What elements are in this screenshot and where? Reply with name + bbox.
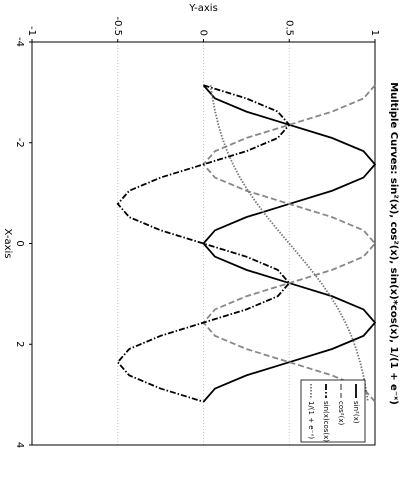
legend-label: 1/(1 + e⁻ˣ) bbox=[307, 401, 315, 439]
y-tick-label: 0.5 bbox=[283, 20, 294, 36]
legend-label: sin²(x) bbox=[352, 401, 360, 424]
plot-frame bbox=[31, 41, 376, 446]
y-tick-label: -1 bbox=[26, 26, 37, 36]
x-axis-label: X-axis bbox=[2, 229, 13, 259]
x-tick-label: 2 bbox=[14, 341, 25, 347]
chart-title: Multiple Curves: sin²(x), cos²(x), sin(x… bbox=[388, 82, 399, 405]
x-tick-label: 0 bbox=[14, 240, 25, 246]
y-tick-label: -0.5 bbox=[112, 16, 123, 36]
legend-label: cos²(x) bbox=[337, 401, 345, 425]
line-series bbox=[202, 84, 377, 403]
y-axis-label: Y-axis bbox=[188, 3, 218, 14]
line-series bbox=[209, 85, 369, 402]
x-tick-label: -4 bbox=[14, 37, 25, 47]
y-tick-label: 1 bbox=[369, 30, 380, 36]
rotated-chart: Multiple Curves: sin²(x), cos²(x), sin(x… bbox=[2, 3, 399, 448]
y-tick-label: 0 bbox=[198, 30, 209, 36]
x-tick-label: 4 bbox=[14, 442, 25, 448]
line-series bbox=[116, 84, 291, 403]
legend-box bbox=[300, 379, 366, 443]
legend-label: sin(x)cos(x) bbox=[322, 401, 330, 442]
x-tick-label: -2 bbox=[14, 138, 25, 148]
